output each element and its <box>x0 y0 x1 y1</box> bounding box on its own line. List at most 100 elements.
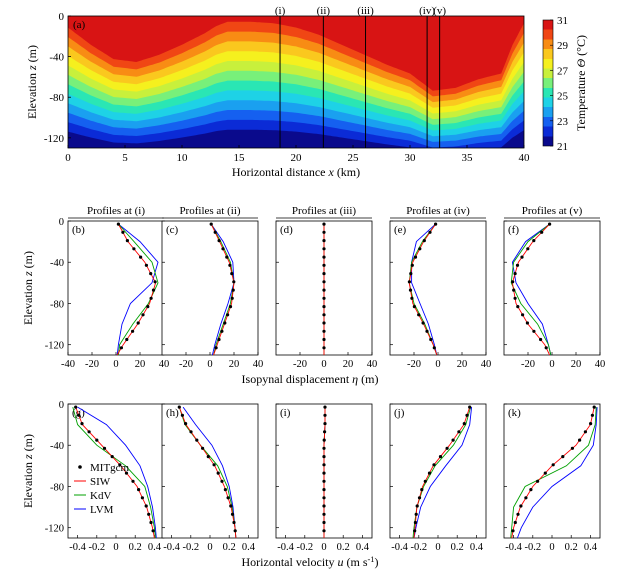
mitgcm-point <box>322 280 326 284</box>
colorbar-tick-label: 31 <box>557 15 568 27</box>
mitgcm-point <box>230 512 235 516</box>
y-tick-label: -40 <box>50 258 64 269</box>
mitgcm-point <box>137 488 141 492</box>
x-tick-label: 20 <box>457 359 468 370</box>
legend-marker-mitgcm <box>78 465 82 469</box>
mitgcm-point <box>322 471 326 475</box>
mitgcm-point <box>226 313 230 317</box>
mitgcm-point <box>221 247 225 251</box>
mitgcm-point <box>409 272 413 276</box>
panel-frame <box>503 403 601 539</box>
mitgcm-point <box>427 471 432 475</box>
mitgcm-point <box>457 430 461 434</box>
mitgcm-point <box>228 305 233 309</box>
mitgcm-point <box>322 337 326 342</box>
mitgcm-point <box>322 504 326 508</box>
mitgcm-point <box>468 405 472 409</box>
x-tick-label: 40 <box>481 359 492 370</box>
y-tick-label: -40 <box>49 52 64 64</box>
mitgcm-point <box>322 488 326 492</box>
siw-line <box>511 407 595 539</box>
panel-header: Profiles at (ii) <box>179 205 240 217</box>
mitgcm-point <box>322 346 326 350</box>
x-tick-label: 40 <box>595 359 606 370</box>
mitgcm-point <box>322 288 326 292</box>
mitgcm-point <box>149 296 153 300</box>
x-tick-label: -0.2 <box>182 542 199 553</box>
mitgcm-point <box>521 313 525 317</box>
mitgcm-point <box>590 413 595 417</box>
x-tick-label: 0.4 <box>148 542 162 553</box>
mitgcm-point <box>570 446 575 450</box>
colorbar-tick-label: 29 <box>557 40 569 52</box>
mitgcm-point <box>116 222 120 226</box>
mitgcm-point <box>421 321 425 325</box>
panel-label: (e) <box>394 224 407 236</box>
siw-line <box>116 223 157 356</box>
x-tick-label: 40 <box>159 359 170 370</box>
panel-label: (i) <box>280 407 291 419</box>
mitgcm-point <box>410 296 414 300</box>
mitgcm-point <box>544 346 548 350</box>
mitgcm-point <box>462 422 466 426</box>
mitgcm-point <box>74 405 78 409</box>
x-tick-label: 20 <box>571 359 582 370</box>
mitgcm-point <box>511 529 515 533</box>
panel-label: (k) <box>508 407 521 419</box>
mitgcm-point <box>322 329 326 333</box>
lvm-line <box>511 223 552 356</box>
mitgcm-point <box>520 255 524 259</box>
mitgcm-point <box>322 230 326 234</box>
mitgcm-point <box>425 329 429 333</box>
panel-label: (f) <box>508 224 519 236</box>
mitgcm-point <box>415 504 419 508</box>
mitgcm-point <box>124 471 129 475</box>
x-tick-label: 0 <box>321 359 326 370</box>
mitgcm-point <box>322 313 326 317</box>
panel-frame <box>67 220 165 356</box>
mitgcm-point <box>201 446 205 450</box>
legend-label: MITgcm <box>90 462 130 474</box>
siw-line <box>210 223 235 356</box>
mitgcm-point <box>532 329 536 333</box>
mitgcm-point <box>322 479 326 483</box>
y-tick-label: -120 <box>45 524 64 535</box>
mitgcm-point <box>189 430 193 434</box>
mitgcm-point <box>220 329 224 333</box>
y-axis-label: Elevation z (m) <box>21 434 35 508</box>
colorbar: 21 23 25 27 29 31 Temperature Θ (°C) <box>542 15 588 153</box>
mitgcm-point <box>322 520 326 525</box>
y-tick-label: 0 <box>59 217 64 228</box>
heatmap-bands <box>68 16 524 148</box>
panel-header: Profiles at (i) <box>87 205 145 217</box>
y-axis-label: Elevation z (m) <box>25 45 39 119</box>
x-tick-label: 0 <box>549 359 554 370</box>
x-tick-label: 20 <box>343 359 354 370</box>
siw-line <box>408 223 438 356</box>
kdv-line <box>510 223 552 356</box>
x-tick-label: 0.2 <box>451 542 464 553</box>
siw-line <box>413 406 471 539</box>
x-tick-label: 0 <box>549 542 554 553</box>
colorbar-tick-label: 21 <box>557 141 568 153</box>
colorbar-label: Temperature Θ (°C) <box>574 35 588 131</box>
mitgcm-point <box>322 255 326 259</box>
x-tick-label: -20 <box>521 359 535 370</box>
mitgcm-point <box>513 272 517 276</box>
x-tick-label: -0.2 <box>88 542 105 553</box>
x-tick-label: 0 <box>435 359 440 370</box>
colorbar-tick-label: 27 <box>557 65 569 77</box>
mitgcm-point <box>131 479 135 483</box>
mitgcm-point <box>95 438 99 442</box>
mitgcm-point <box>322 296 326 300</box>
mitgcm-point <box>322 512 326 516</box>
mitgcm-point <box>414 512 418 516</box>
x-tick-label: 0.2 <box>223 542 236 553</box>
mitgcm-point <box>322 321 326 325</box>
mitgcm-point <box>233 529 237 533</box>
mitgcm-point <box>322 305 326 309</box>
panel-label: (d) <box>280 224 293 236</box>
mitgcm-point <box>561 455 565 459</box>
mitgcm-point <box>512 288 516 292</box>
